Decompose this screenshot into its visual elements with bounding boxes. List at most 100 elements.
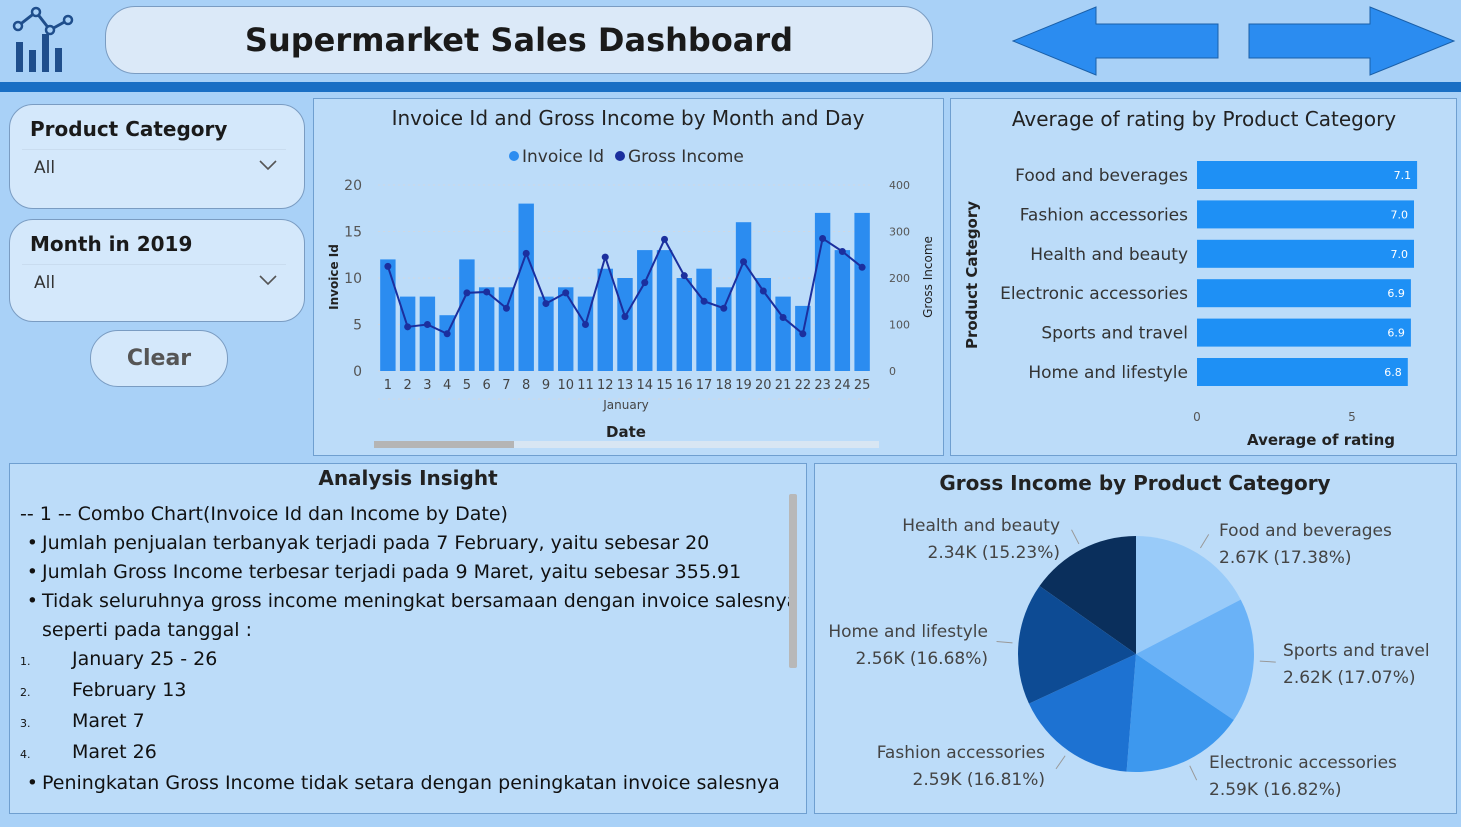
invoice-bar — [854, 212, 870, 371]
pie-slice-name: Food and beverages — [1219, 521, 1392, 541]
y-right-tick-label: 200 — [889, 272, 910, 285]
gross-income-point — [384, 262, 392, 270]
pie-slice-name: Health and beauty — [902, 516, 1060, 536]
invoice-bar — [380, 259, 396, 371]
rating-data-label: 6.9 — [1387, 327, 1405, 340]
pie-chart-panel: Gross Income by Product Category Health … — [814, 463, 1457, 814]
horizontal-scrollbar-thumb[interactable] — [374, 441, 514, 448]
insight-line-text: Tidak seluruhnya gross income meningkat … — [42, 590, 799, 612]
gross-income-point — [404, 323, 412, 331]
insight-line: 3. Maret 7 — [20, 707, 790, 738]
gross-income-point — [759, 287, 767, 295]
invoice-bar — [795, 305, 811, 371]
clear-button[interactable]: Clear — [90, 330, 228, 387]
invoice-bar — [577, 296, 594, 371]
insight-line: • Peningkatan Gross Income tidak setara d… — [20, 769, 790, 798]
invoice-bar — [538, 296, 554, 371]
pie-chart-title: Gross Income by Product Category — [939, 471, 1330, 495]
invoice-bar — [558, 287, 574, 371]
gross-income-point — [522, 249, 530, 257]
pie-slice — [1039, 536, 1136, 654]
insight-line: 4. Maret 26 — [20, 738, 790, 769]
x-tick-label: 19 — [735, 378, 752, 393]
gross-income-point — [740, 258, 748, 266]
slicer-title: Product Category — [30, 117, 228, 141]
chart-logo-icon — [12, 6, 74, 72]
rating-data-label: 6.8 — [1384, 366, 1402, 379]
rating-data-label: 7.0 — [1391, 248, 1409, 261]
rating-chart-title: Average of rating by Product Category — [1012, 107, 1396, 131]
vertical-scrollbar[interactable] — [789, 494, 797, 668]
invoice-bar — [637, 250, 653, 371]
insight-line-text: Maret 7 — [72, 710, 145, 732]
category-label: Fashion accessories — [1020, 205, 1188, 225]
category-label: Health and beauty — [1030, 245, 1188, 265]
pie-leader-line — [1259, 660, 1276, 663]
pie-slice-name: Home and lifestyle — [828, 622, 988, 642]
pie-leader-line — [1055, 755, 1066, 770]
pie-slice-value: 2.67K (17.38%) — [1219, 548, 1352, 568]
dropdown-value: All — [34, 273, 56, 293]
insight-line-text: Jumlah penjualan terbanyak terjadi pada … — [42, 532, 710, 554]
gross-income-point — [799, 330, 807, 338]
category-label: Home and lifestyle — [1028, 363, 1188, 383]
rating-bar — [1197, 161, 1418, 189]
insight-line-text: -- 1 -- Combo Chart(Invoice Id dan Incom… — [20, 503, 508, 525]
y-axis-label: Product Category — [963, 201, 981, 349]
product-category-dropdown[interactable]: All — [22, 149, 286, 184]
invoice-bar — [834, 250, 851, 371]
x-tick-label: 22 — [795, 378, 812, 393]
insight-line: 1. January 25 - 26 — [20, 645, 790, 676]
rating-bar — [1197, 358, 1408, 386]
pie-slice — [1136, 599, 1254, 721]
month-slicer: Month in 2019 All — [9, 219, 305, 322]
pie-slice-value: 2.56K (16.68%) — [856, 649, 989, 669]
gross-income-point — [700, 297, 708, 305]
pie-slice — [1136, 536, 1241, 654]
invoice-bar — [696, 268, 712, 371]
rating-data-label: 7.1 — [1394, 169, 1412, 182]
gross-income-point — [601, 253, 609, 261]
gross-income-point — [581, 321, 589, 328]
arrow-right-icon[interactable] — [1248, 6, 1456, 76]
gross-income-point — [502, 304, 510, 312]
arrow-left-icon[interactable] — [1012, 6, 1220, 76]
pie-leader-line — [1189, 765, 1198, 781]
gross-income-point — [562, 289, 570, 297]
chevron-down-icon — [259, 275, 277, 286]
insight-line: • Tidak seluruhnya gross income meningkat… — [20, 587, 799, 616]
y-right-tick-label: 300 — [889, 226, 910, 239]
invoice-bar — [676, 278, 692, 371]
y-right-tick-label: 0 — [889, 365, 896, 378]
y-right-axis-label: Gross Income — [921, 236, 935, 318]
insight-line: • Jumlah penjualan terbanyak terjadi pada… — [20, 529, 790, 558]
combo-chart-title: Invoice Id and Gross Income by Month and… — [392, 106, 865, 130]
invoice-bar — [716, 287, 732, 371]
x-tick-label: 10 — [557, 378, 574, 393]
x-axis-label: Date — [606, 423, 646, 441]
gross-income-point — [838, 247, 846, 255]
pie-slice-name: Sports and travel — [1283, 641, 1430, 661]
pie-slice-value: 2.59K (16.81%) — [913, 770, 1046, 790]
gross-income-point — [463, 289, 471, 297]
chevron-down-icon — [259, 160, 277, 171]
pie-slice — [1126, 654, 1234, 772]
list-number: 1. — [20, 655, 31, 668]
analysis-insight-panel: Analysis Insight -- 1 -- Combo Chart(Inv… — [9, 463, 807, 814]
x-tick-label: 24 — [834, 378, 851, 393]
invoice-bar — [498, 287, 515, 371]
x-tick-label: 20 — [755, 378, 772, 393]
x-tick-label: 23 — [814, 378, 831, 393]
rating-bar — [1197, 239, 1414, 268]
month-dropdown[interactable]: All — [22, 264, 286, 299]
pie-leader-line — [1199, 534, 1210, 549]
rating-bar — [1197, 200, 1414, 229]
insight-line-text: seperti pada tanggal : — [42, 619, 252, 641]
gross-income-pie-chart: Gross Income by Product Category Health … — [828, 471, 1430, 800]
x-tick-label: 13 — [617, 378, 634, 393]
legend-invoice-label: Invoice Id — [522, 147, 604, 167]
gross-income-point — [443, 330, 451, 338]
clear-button-label: Clear — [126, 346, 192, 371]
x-tick-label: 14 — [636, 378, 653, 393]
rating-data-label: 7.0 — [1391, 208, 1409, 221]
